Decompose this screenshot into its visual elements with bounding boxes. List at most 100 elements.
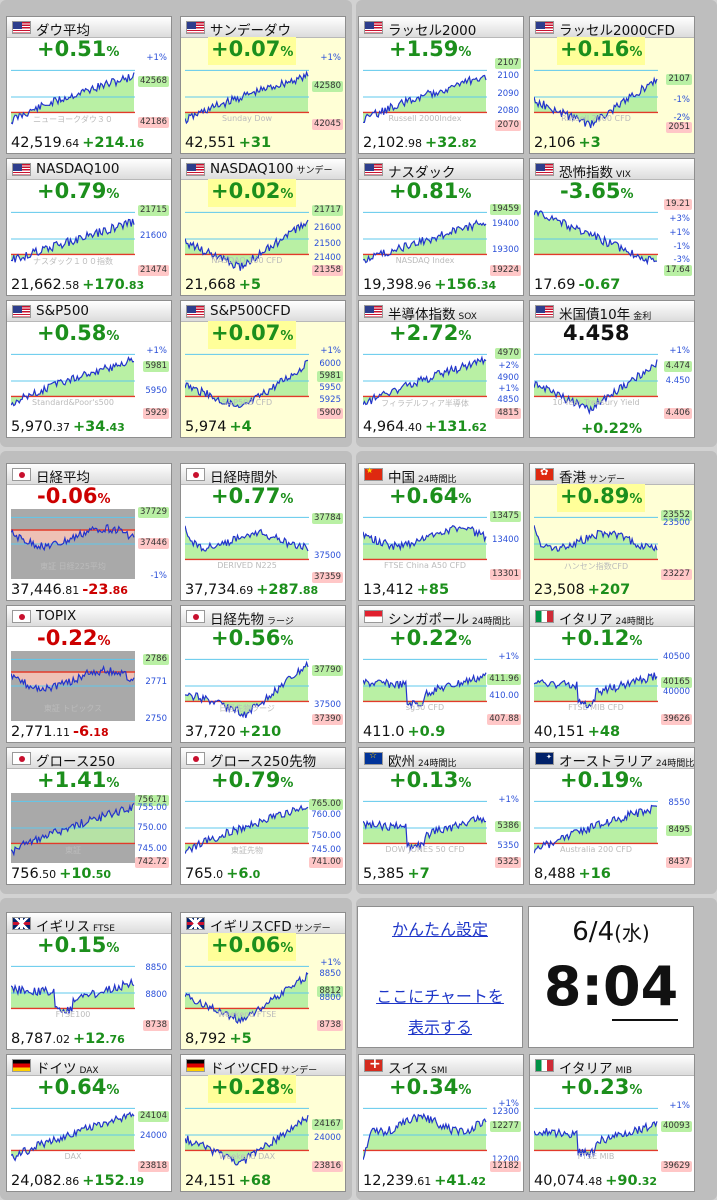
price-chart[interactable]	[534, 793, 658, 863]
price-chart[interactable]	[363, 793, 487, 863]
card-header: 日経時間外	[181, 464, 345, 485]
price-chart[interactable]	[363, 509, 487, 579]
market-card[interactable]: ダウ平均 +0.51% ニューヨークダウ３０ 42,519.64 +214.16 …	[6, 16, 172, 154]
market-card[interactable]: ドイツCFD サンデー +0.28% Weekend DAX 24,151 +68 …	[180, 1054, 346, 1192]
show-chart-link-line2[interactable]: 表示する	[407, 1018, 472, 1037]
card-footer: 2,106 +3	[534, 132, 601, 153]
chart-area	[185, 973, 308, 1023]
price-chart[interactable]	[363, 651, 487, 721]
axis-label: 2070	[495, 120, 521, 131]
easy-settings-link[interactable]: かんたん設定	[391, 920, 488, 939]
price-chart[interactable]	[11, 1100, 135, 1170]
price-change: +31	[239, 135, 271, 151]
price-main: 5,974	[185, 419, 227, 435]
chart-svg	[185, 1107, 309, 1166]
market-card[interactable]: ナスダック +0.81% NASDAQ Index 19,398.96 +156.…	[358, 158, 524, 296]
market-card[interactable]: サンデーダウ +0.07% Sunday Dow 42,551 +31 +1% 42…	[180, 16, 346, 154]
price-chart[interactable]	[11, 62, 135, 132]
price-chart[interactable]	[534, 204, 658, 274]
price-chart[interactable]	[534, 346, 658, 416]
price-chart[interactable]	[534, 62, 658, 132]
change-percent: +0.58%	[37, 321, 120, 345]
price-chart[interactable]	[11, 793, 135, 863]
show-chart-link-line1[interactable]: ここにチャートを	[376, 987, 504, 1006]
price-change-decimals: .88	[298, 584, 319, 597]
price-chart[interactable]	[185, 1100, 309, 1170]
chart-price-line	[185, 70, 309, 125]
price-chart[interactable]	[363, 1100, 487, 1170]
price-chart[interactable]	[185, 958, 309, 1028]
price-change-main: +41	[434, 1173, 467, 1189]
market-card[interactable]: S&P500 +0.58% Standard&Poor's500 5,970.3…	[6, 300, 172, 438]
market-card[interactable]: 日経先物 ラージ +0.56% 日経先物ラージ 37,720 +210 37790 3…	[180, 605, 346, 743]
card-title: イタリア 24時間比	[559, 608, 654, 626]
market-card[interactable]: NASDAQ100 サンデー +0.02% NASDAQ 100 CFD 21,6…	[180, 158, 346, 296]
chart-area	[11, 803, 134, 855]
market-card[interactable]: イギリスCFD サンデー +0.06% Weekend FTSE 8,792 +5 …	[180, 912, 346, 1050]
price-chart[interactable]	[11, 958, 135, 1028]
market-card[interactable]: ラッセル2000 +1.59% Russell 2000Index 2,102.…	[358, 16, 524, 154]
card-footer: 4,964.40 +131.62	[363, 416, 487, 437]
market-card[interactable]: 米国債10年 金利 4.458 10-Year Treasury Yield +0…	[529, 300, 695, 438]
price-chart[interactable]	[185, 651, 309, 721]
market-card[interactable]: NASDAQ100 +0.79% ナスダック１００指数 21,662.58 +17…	[6, 158, 172, 296]
market-card[interactable]: イタリア 24時間比 +0.12% FTSE MIB CFD 40,151 +48 …	[529, 605, 695, 743]
chart-watermark: FTSE MIB	[577, 1152, 615, 1161]
change-percent-value: +0.16	[560, 37, 630, 61]
market-card[interactable]: イギリス FTSE +0.15% FTSE100 8,787.02 +12.76 8…	[6, 912, 172, 1050]
market-card[interactable]: 日経時間外 +0.77% DERIVED N225 37,734.69 +287.…	[180, 463, 346, 601]
card-name: S&P500	[36, 303, 90, 319]
market-card[interactable]: 恐怖指数 VIX -3.65% 17.69 -0.67 19.21 +3% +1% -1%…	[529, 158, 695, 296]
price-chart[interactable]	[185, 62, 309, 132]
market-card[interactable]: イタリア MIB +0.23% FTSE MIB 40,074.48 +90.32 …	[529, 1054, 695, 1192]
chart-price-line	[363, 1112, 487, 1160]
change-percent-value: +0.02	[211, 179, 281, 203]
market-card[interactable]: グロース250 +1.41% 東証 756.50 +10.50 756.71 755…	[6, 747, 172, 885]
price-chart[interactable]	[11, 346, 135, 416]
price-chart[interactable]	[11, 204, 135, 274]
price-chart[interactable]	[11, 509, 135, 579]
card-name: NASDAQ100	[36, 161, 120, 177]
market-card[interactable]: ドイツ DAX +0.64% DAX 24,082.86 +152.19 24104…	[6, 1054, 172, 1192]
price-chart[interactable]	[534, 509, 658, 579]
chart-area	[363, 220, 486, 263]
price-chart[interactable]	[363, 62, 487, 132]
price-change: +156.34	[434, 277, 496, 293]
market-card[interactable]: 半導体指数 SOX +2.72% フィラデルフィア半導体 4,964.40 +131…	[358, 300, 524, 438]
market-card[interactable]: ラッセル2000CFD +0.16% Russell 2000 CFD 2,10…	[529, 16, 695, 154]
price-change-main: +90	[605, 1173, 638, 1189]
price-decimals: .11	[52, 726, 71, 739]
chart-price-line	[185, 525, 309, 552]
axis-label: 21715	[137, 205, 169, 216]
price-chart[interactable]	[363, 346, 487, 416]
market-card[interactable]: シンガポール 24時間比 +0.22% sg30 CFD 411.0 +0.9 +1…	[358, 605, 524, 743]
price-chart[interactable]	[534, 651, 658, 721]
price-chart[interactable]	[534, 1100, 658, 1170]
card-name: ダウ平均	[36, 23, 90, 38]
chart-area	[185, 1115, 308, 1165]
price-main: 5,970	[11, 419, 53, 435]
market-card[interactable]: TOPIX -0.22% 東証 トピックス 2,771.11 -6.18 2786…	[6, 605, 172, 743]
change-percent-value: -0.06	[37, 484, 98, 508]
price-chart[interactable]	[185, 509, 309, 579]
card-title: イギリス FTSE	[36, 915, 115, 933]
card-footer: 13,412 +85	[363, 579, 449, 600]
axis-label: 37729	[137, 507, 169, 518]
price-chart[interactable]	[185, 346, 309, 416]
price-chart[interactable]	[11, 651, 135, 721]
market-card[interactable]: グロース250先物 +0.79% 東証先物 765.0 +6.0 765.00 76…	[180, 747, 346, 885]
price-chart[interactable]	[363, 204, 487, 274]
price-chart[interactable]	[185, 204, 309, 274]
market-card[interactable]: S&P500CFD +0.07% S&P500 CFD 5,974 +4 +1% 6…	[180, 300, 346, 438]
price-chart[interactable]	[185, 793, 309, 863]
chart-watermark: Weekend FTSE	[217, 1010, 277, 1019]
market-card[interactable]: 日経平均 -0.06% 東証 日経225平均 37,446.81 -23.86 3…	[6, 463, 172, 601]
change-percent: +0.15%	[37, 933, 120, 957]
chart-watermark: 東証 トピックス	[43, 704, 103, 713]
